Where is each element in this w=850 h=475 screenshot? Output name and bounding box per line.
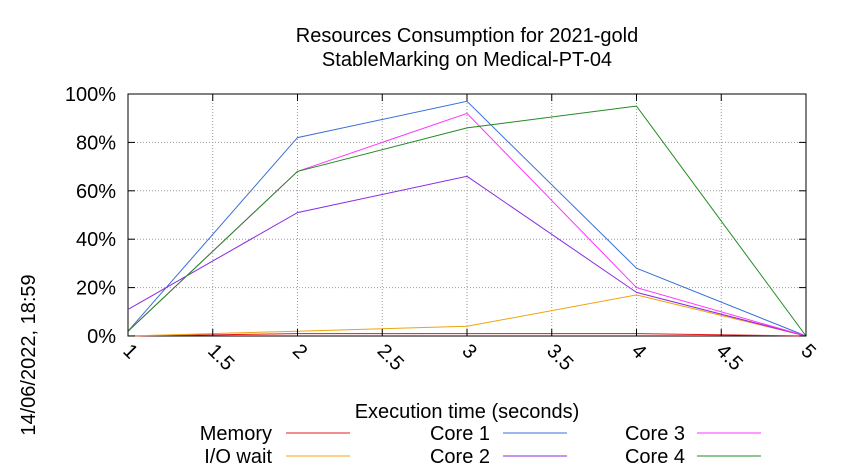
chart-title: Resources Consumption for 2021-gold [296, 25, 638, 47]
x-tick-label: 4 [627, 340, 650, 363]
x-tick-label: 5 [796, 340, 819, 363]
axis-ticks: 0% 20% 40% 60% 80% 100% 1 1.5 2 2.5 3 3.5 4 4.5 5 [65, 84, 820, 375]
x-tick-label: 2 [288, 340, 311, 363]
timestamp-label: 14/06/2022, 18:59 [18, 274, 40, 435]
series-lines [127, 100, 807, 337]
legend-label: I/O wait [204, 446, 272, 468]
legend-label: Core 2 [430, 446, 490, 468]
series-line-core-3 [127, 112, 807, 337]
y-tick-label: 0% [87, 326, 116, 348]
y-tick-label: 40% [76, 229, 116, 251]
series-line-core-1 [127, 100, 807, 337]
x-tick-label: 1.5 [203, 340, 238, 375]
legend-label: Memory [200, 423, 272, 445]
x-tick-label: 3.5 [542, 340, 577, 375]
x-tick-label: 2.5 [373, 340, 408, 375]
series-line-core-2 [127, 175, 807, 337]
series-line-core-4 [127, 105, 807, 337]
x-tick-label: 4.5 [712, 340, 747, 375]
chart-subtitle: StableMarking on Medical-PT-04 [322, 49, 612, 71]
y-tick-label: 100% [65, 84, 116, 106]
legend-label: Core 3 [625, 423, 685, 445]
y-tick-label: 80% [76, 132, 116, 154]
x-tick-label: 3 [457, 340, 480, 363]
series-line-i-o-wait [127, 294, 807, 337]
x-tick-label: 1 [118, 340, 141, 363]
x-axis-label: Execution time (seconds) [355, 401, 580, 423]
legend-label: Core 1 [430, 423, 490, 445]
y-tick-label: 20% [76, 278, 116, 300]
y-tick-label: 60% [76, 181, 116, 203]
legend-label: Core 4 [625, 446, 685, 468]
